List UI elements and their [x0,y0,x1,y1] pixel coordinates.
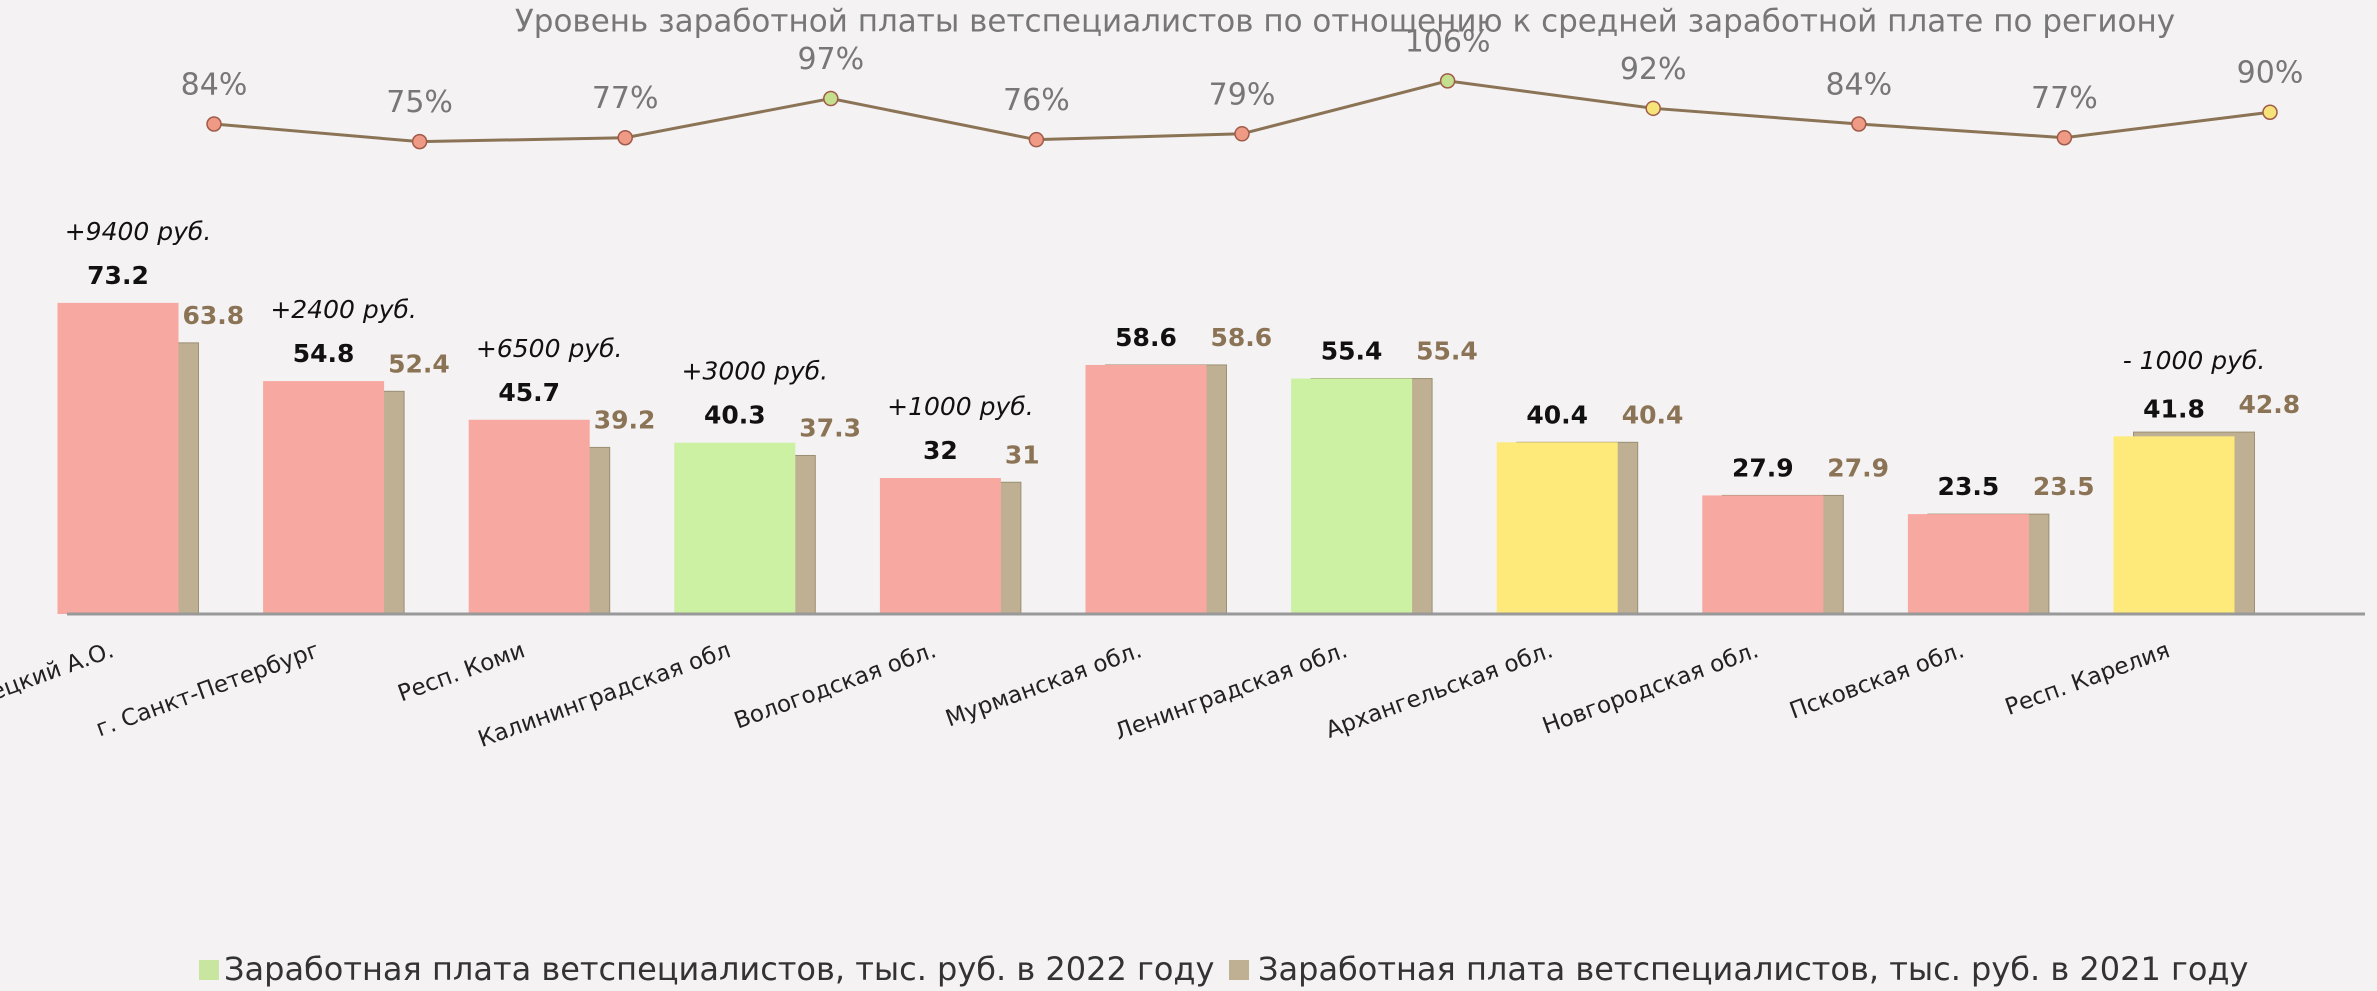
value-label-2021: 27.9 [1827,453,1889,482]
line-label: 79% [1209,77,1276,112]
x-tick-label: Респ. Коми [395,637,529,707]
line-point [206,116,222,132]
value-label-2022: 73.2 [87,261,149,290]
legend-label: Заработная плата ветспециалистов, тыс. р… [224,950,1214,988]
value-label-2021: 40.4 [1622,400,1684,429]
x-tick-label: г. Санкт-Петербург [93,637,323,742]
bar-2022 [1496,442,1618,614]
line-point [2262,104,2278,120]
annotation: +3000 руб. [682,357,829,386]
annotation: +6500 руб. [476,334,623,363]
value-label-2021: 39.2 [594,405,656,434]
value-label-2022: 54.8 [293,339,355,368]
value-label-2021: 55.4 [1416,337,1478,366]
line-label: 75% [386,85,453,120]
line-label: 84% [1825,68,1892,103]
line-label: 90% [2237,56,2304,91]
value-label-2021: 52.4 [388,349,450,378]
value-label-2021: 42.8 [2239,390,2301,419]
bar-2022 [1702,495,1824,614]
value-label-2022: 32 [923,436,958,465]
value-label-2022: 55.4 [1321,337,1383,366]
annotation: - 1000 руб. [2123,346,2266,375]
bar-2022 [468,419,590,614]
x-tick-label: Псковская обл. [1786,637,1967,724]
x-tick-label: Респ. Карелия [2002,637,2173,721]
bar-2022 [57,302,179,614]
bar-2022 [1291,378,1413,614]
line-label: 77% [592,81,659,116]
value-label-2022: 23.5 [1938,472,2000,501]
value-label-2022: 45.7 [498,378,560,407]
line-label: 106% [1405,24,1491,59]
annotation: +1000 руб. [887,392,1034,421]
line-point [1851,116,1867,132]
line-label: 76% [1003,83,1070,118]
value-label-2021: 37.3 [799,413,861,442]
bar-2022 [1907,514,2029,614]
line-label: 84% [181,68,248,103]
line-label: 77% [2031,81,2098,116]
value-label-2022: 40.4 [1526,400,1588,429]
x-tick-label: Ненецкий А.О. [0,637,117,722]
bar-2022 [263,381,385,614]
line-point [617,129,633,146]
value-label-2021: 58.6 [1211,323,1273,352]
value-label-2021: 23.5 [2033,472,2095,501]
line-point [1645,100,1661,117]
x-tick-label: Вологодская обл. [731,637,940,734]
bar-2022 [879,478,1001,614]
chart-title: Уровень заработной платы ветспециалистов… [515,4,2175,40]
value-label-2021: 63.8 [183,301,245,330]
line-point [1028,131,1045,148]
annotation: +9400 руб. [65,217,212,246]
legend-label: Заработная плата ветспециалистов, тыс. р… [1258,950,2248,988]
bar-2022 [674,442,796,614]
line-label: 97% [797,42,864,77]
x-tick-label: Архангельская обл. [1322,637,1556,743]
bar-2022 [2113,436,2235,614]
line-point [823,90,839,107]
value-label-2022: 58.6 [1115,323,1177,352]
annotation: +2400 руб. [270,295,417,324]
value-label-2022: 27.9 [1732,453,1794,482]
legend-swatch [1229,960,1249,980]
x-tick-label: Мурманская обл. [942,637,1145,732]
x-tick-label: Ленинградская обл. [1112,637,1351,745]
value-label-2022: 41.8 [2143,394,2205,423]
value-label-2021: 31 [1005,440,1040,469]
line-point [1234,126,1250,142]
legend-swatch [199,960,219,980]
x-tick-label: Новгородская обл. [1539,637,1762,739]
value-label-2022: 40.3 [704,401,766,430]
bar-2022 [1085,364,1207,614]
line-point [2056,129,2073,146]
line-point [1439,73,1456,89]
line-point [411,133,428,150]
line-label: 92% [1620,52,1687,87]
